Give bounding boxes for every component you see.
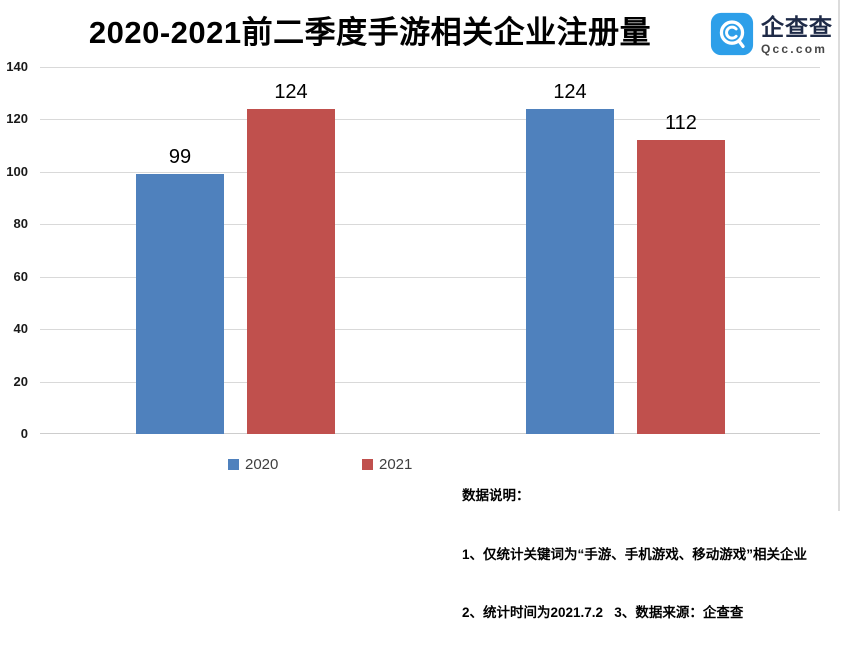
- y-tick-0: 0: [20, 426, 28, 441]
- qcc-magnifier-icon: [710, 12, 754, 56]
- y-tick-140: 140: [6, 59, 28, 74]
- gridline-20: [40, 381, 820, 383]
- legend-swatch-2021: [362, 459, 373, 470]
- gridline-120: [40, 119, 820, 121]
- bar-value-2020-group2: 124: [553, 81, 587, 103]
- logo-domain: Qcc.com: [761, 42, 828, 57]
- legend-swatch-2020: [228, 459, 239, 470]
- chart-screenshot: 2020-2021前二季度手游相关企业注册量 企查查 Qcc.com 0 20 40…: [0, 0, 840, 620]
- gridline-60: [40, 276, 820, 278]
- legend-label-2021: 2021: [379, 456, 413, 473]
- bar-value-2021-group1: 124: [274, 81, 308, 103]
- plot-area: 99 124 124 112: [40, 67, 820, 434]
- legend-item-2020: 2020: [228, 456, 278, 473]
- data-notes: 数据说明： 1、仅统计关键词为“手游、手机游戏、移动游戏”相关企业 2、统计时间…: [462, 447, 842, 662]
- bar-value-2020-group1: 99: [168, 146, 192, 168]
- y-tick-80: 80: [13, 216, 28, 232]
- notes-heading: 数据说明：: [462, 488, 530, 503]
- right-edge-line: [838, 0, 840, 511]
- legend-item-2021: 2021: [362, 456, 412, 473]
- y-tick-60: 60: [13, 268, 28, 284]
- gridline-100: [40, 171, 820, 173]
- bar-2020-group1: [136, 174, 224, 434]
- y-tick-20: 20: [13, 373, 28, 389]
- notes-line-1: 1、仅统计关键词为“手游、手机游戏、移动游戏”相关企业: [462, 546, 808, 562]
- gridline-40: [40, 329, 820, 331]
- notes-line-2: 2、统计时间为2021.7.2 3、数据来源：企查查: [462, 605, 744, 620]
- bar-2021-group2: [637, 140, 725, 434]
- gridline-80: [40, 224, 820, 226]
- y-tick-100: 100: [6, 163, 28, 179]
- y-axis-labels: 0 20 40 60 80 100 120 140: [0, 59, 30, 441]
- bar-2020-group2: [526, 109, 614, 434]
- gridline-0: [40, 433, 820, 434]
- gridline-140: [40, 67, 820, 68]
- chart-title: 2020-2021前二季度手游相关企业注册量: [88, 15, 652, 50]
- legend-label-2020: 2020: [245, 456, 279, 473]
- logo-name: 企查查: [761, 14, 833, 40]
- y-tick-120: 120: [6, 111, 28, 127]
- logo-text: 企查查 Qcc.com: [761, 12, 833, 56]
- bar-value-2021-group2: 112: [665, 112, 697, 134]
- y-tick-40: 40: [13, 321, 28, 337]
- bar-2021-group1: [247, 109, 335, 434]
- qcc-logo: 企查查 Qcc.com: [710, 12, 833, 56]
